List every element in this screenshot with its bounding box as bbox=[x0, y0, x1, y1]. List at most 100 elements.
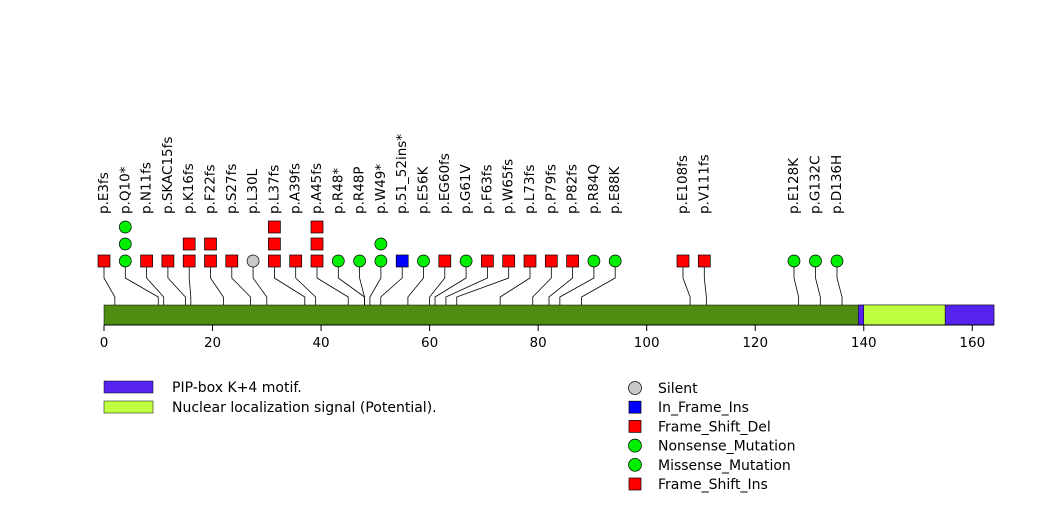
mutation-labels: p.E3fs p.Q10* p.N11fs p.SKAC15fs p.K16fs p.F2… bbox=[96, 134, 845, 214]
mutation-label: p.R48* bbox=[330, 168, 346, 214]
connector-line bbox=[407, 261, 424, 305]
mutation-marker-square bbox=[268, 237, 281, 251]
connector-line bbox=[380, 261, 403, 305]
mutation-marker-circle bbox=[374, 237, 388, 251]
mutation-marker-square bbox=[268, 254, 281, 268]
x-axis: 0 20 40 60 80 100 120 140 160 bbox=[100, 324, 994, 351]
mutation-legend-circle bbox=[628, 381, 642, 395]
mutation-label: p.F63fs bbox=[479, 164, 495, 214]
connector-line bbox=[210, 261, 224, 305]
mutation-marker-square bbox=[523, 254, 537, 268]
mutation-marker-circle bbox=[118, 237, 132, 251]
mutation-legend-label: Frame_Shift_Del bbox=[658, 419, 771, 435]
connector-line bbox=[429, 261, 446, 305]
mutation-label: p.N11fs bbox=[139, 162, 155, 214]
domain-legend-swatch bbox=[103, 400, 154, 414]
connector-line bbox=[499, 261, 531, 305]
x-axis-tick-label: 0 bbox=[100, 335, 109, 351]
connector-lines bbox=[103, 261, 843, 305]
mutation-marker-circle bbox=[118, 220, 132, 234]
mutation-markers bbox=[97, 220, 844, 268]
mutation-label: p.L30L bbox=[245, 168, 261, 214]
mutation-marker-circle bbox=[830, 254, 844, 268]
x-axis-tick-label: 20 bbox=[204, 335, 221, 351]
protein-backbone-group bbox=[103, 304, 995, 326]
x-axis-tick-label: 120 bbox=[742, 335, 768, 351]
mutation-marker-square bbox=[395, 254, 409, 268]
mutation-marker-square bbox=[697, 254, 711, 268]
protein-domain bbox=[863, 304, 946, 326]
domain-legend-label: Nuclear localization signal (Potential). bbox=[172, 400, 437, 416]
mutation-marker-square bbox=[310, 237, 324, 251]
connector-line bbox=[316, 261, 349, 305]
mutation-marker-circle bbox=[246, 254, 260, 268]
domain-legend-label: PIP-box K+4 motif. bbox=[172, 380, 302, 396]
mutation-marker-square bbox=[438, 254, 452, 268]
mutation-label: p.W65fs bbox=[501, 159, 517, 214]
mutation-marker-circle bbox=[331, 254, 345, 268]
connector-line bbox=[682, 261, 691, 305]
mutation-marker-square bbox=[544, 254, 558, 268]
mutation-legend-label: Nonsense_Mutation bbox=[658, 439, 795, 455]
mutation-marker-circle bbox=[809, 254, 822, 268]
mutation-legend-square bbox=[628, 477, 642, 491]
connector-line bbox=[456, 261, 510, 305]
mutation-marker-square bbox=[481, 254, 494, 268]
mutation-label: p.G132C bbox=[808, 155, 824, 214]
x-axis-tick-label: 60 bbox=[421, 335, 438, 351]
connector-line bbox=[188, 261, 192, 305]
connector-line bbox=[369, 261, 382, 305]
connector-line bbox=[273, 261, 306, 305]
mutation-label: p.A45fs bbox=[309, 163, 325, 214]
mutation-marker-square bbox=[676, 254, 690, 268]
mutation-marker-circle bbox=[118, 254, 132, 268]
mutation-label: p.E128K bbox=[786, 157, 802, 214]
mutation-label: p.W49* bbox=[373, 164, 389, 214]
connector-line bbox=[445, 261, 488, 305]
mutation-label: p.S27fs bbox=[224, 164, 240, 214]
mutation-marker-square bbox=[225, 254, 239, 268]
mutation-label: p.V111fs bbox=[696, 154, 712, 214]
connector-line bbox=[532, 261, 552, 305]
connector-line bbox=[815, 261, 821, 305]
mutation-label: p.L37fs bbox=[266, 165, 282, 214]
mutation-marker-square bbox=[310, 254, 324, 268]
connector-line bbox=[231, 261, 251, 305]
mutation-marker-circle bbox=[787, 254, 801, 268]
connector-line bbox=[167, 261, 186, 305]
mutation-legend-square bbox=[628, 420, 642, 433]
mutation-label: p.51_52ins* bbox=[394, 134, 410, 214]
mutation-marker-square bbox=[204, 254, 217, 268]
x-axis-tick-label: 40 bbox=[312, 335, 329, 351]
connector-line bbox=[146, 261, 165, 305]
mutation-label: p.P82fs bbox=[565, 164, 581, 214]
mutation-label: p.L73fs bbox=[522, 165, 538, 214]
mutation-marker-square bbox=[310, 220, 324, 234]
mutation-label: p.F22fs bbox=[203, 164, 219, 214]
connector-line bbox=[836, 261, 843, 305]
connector-line bbox=[124, 261, 159, 305]
mutation-label: p.A39fs bbox=[288, 163, 304, 214]
mutation-marker-square bbox=[566, 254, 579, 268]
connector-line bbox=[359, 261, 365, 305]
mutation-legend-label: Missense_Mutation bbox=[658, 458, 791, 474]
connector-line bbox=[295, 261, 317, 305]
connector-line bbox=[581, 261, 616, 305]
mutation-label: p.P79fs bbox=[543, 164, 559, 214]
connector-line bbox=[103, 261, 116, 305]
mutation-marker-square bbox=[204, 237, 217, 251]
mutation-marker-square bbox=[161, 254, 175, 268]
mutation-legend-circle bbox=[628, 457, 642, 472]
mutation-legend-label: In_Frame_Ins bbox=[658, 400, 749, 416]
connector-line bbox=[252, 261, 268, 305]
mutation-label: p.R48P bbox=[352, 166, 368, 214]
mutation-legend-label: Frame_Shift_Ins bbox=[658, 477, 768, 493]
mutation-label: p.E88K bbox=[607, 165, 623, 214]
mutation-label: p.D136H bbox=[829, 155, 845, 214]
mutation-marker-circle bbox=[417, 254, 430, 268]
protein-domain bbox=[944, 304, 995, 326]
mutation-marker-square bbox=[182, 254, 196, 268]
mutation-marker-square bbox=[97, 254, 111, 268]
domain-legend-swatch bbox=[103, 380, 154, 394]
